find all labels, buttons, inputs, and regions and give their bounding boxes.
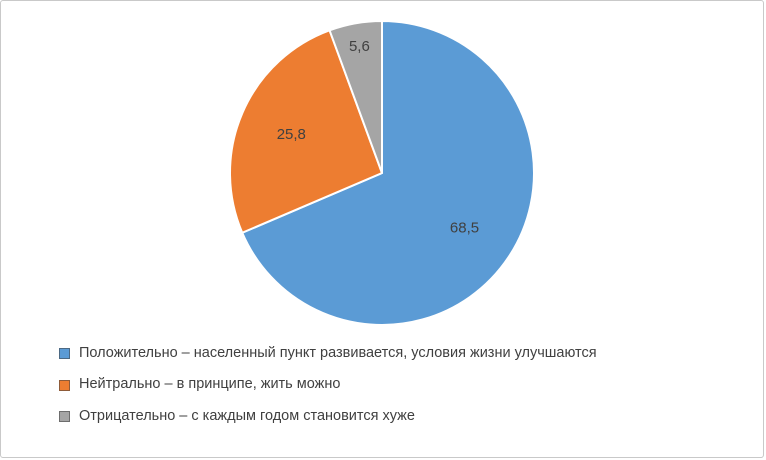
slice-value-label: 68,5	[450, 219, 479, 236]
legend-marker	[59, 348, 70, 360]
pie-chart: 68,5 25,8 5,6	[229, 20, 535, 326]
legend-item: Нейтрально – в принципе, жить можно	[59, 376, 597, 393]
legend-label: Нейтрально – в принципе, жить можно	[79, 376, 341, 393]
legend-label: Положительно – населенный пункт развивае…	[79, 345, 597, 361]
chart-legend: Положительно – населенный пункт развивае…	[59, 345, 597, 425]
legend-item: Отрицательно – с каждым годом становится…	[59, 408, 597, 425]
legend-marker	[59, 379, 70, 391]
slice-value-label: 5,6	[349, 38, 370, 55]
pie-slice	[241, 20, 535, 326]
pie-slice	[229, 29, 383, 234]
legend-label: Отрицательно – с каждым годом становится…	[79, 407, 415, 424]
legend-item: Положительно – населенный пункт развивае…	[59, 345, 597, 362]
pie-slice	[328, 20, 383, 174]
slice-value-label: 25,8	[277, 126, 306, 143]
legend-marker	[59, 410, 70, 422]
